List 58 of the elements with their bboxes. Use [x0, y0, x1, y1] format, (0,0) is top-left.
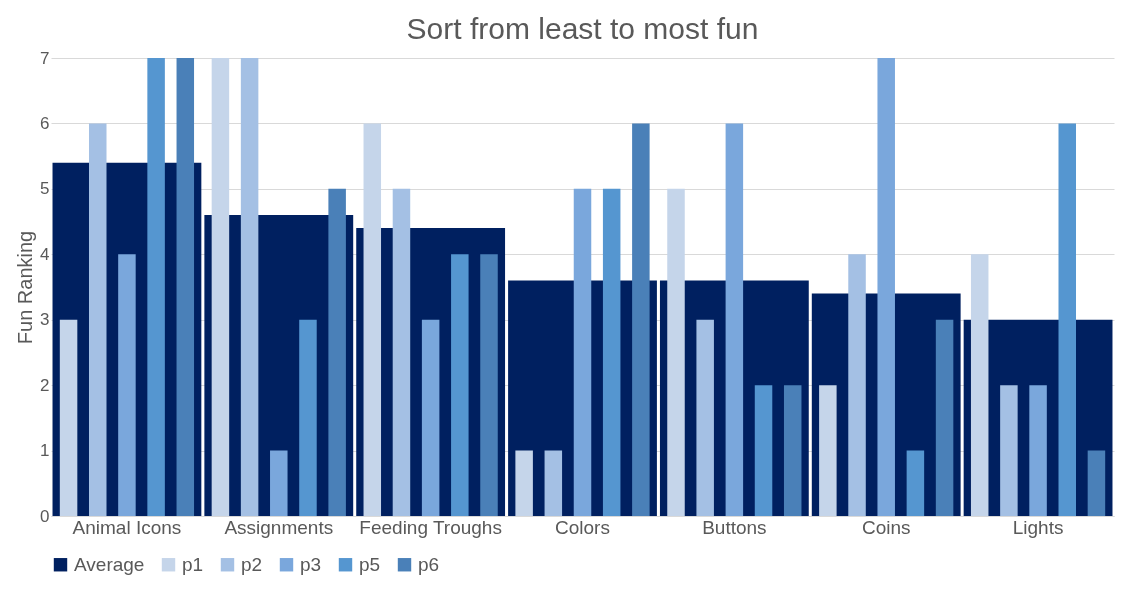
- bar: [970, 254, 989, 516]
- x-tick-label: Coins: [861, 516, 911, 538]
- bar: [328, 188, 346, 516]
- bar: [1058, 123, 1077, 516]
- x-tick-label: Assignments: [224, 516, 334, 538]
- bar: [240, 58, 259, 516]
- bar: [848, 254, 866, 516]
- bar: [1029, 385, 1047, 516]
- y-tick-label: 5: [40, 179, 50, 199]
- legend-label: p2: [241, 553, 263, 575]
- bar: [667, 188, 685, 516]
- bar: [906, 450, 925, 516]
- chart-title: Sort from least to most fun: [406, 12, 759, 45]
- bar: [602, 188, 621, 516]
- bar: [515, 450, 533, 516]
- bar: [544, 450, 563, 516]
- bar: [573, 188, 592, 516]
- y-tick-label: 2: [40, 375, 50, 395]
- legend-label: Average: [74, 553, 145, 575]
- bar: [392, 188, 411, 516]
- bar: [632, 123, 650, 516]
- y-tick-label: 6: [40, 113, 50, 133]
- y-tick-label: 1: [40, 441, 50, 461]
- bar: [1000, 385, 1018, 516]
- bar: [754, 385, 773, 516]
- bar: [147, 58, 165, 516]
- bar: [696, 319, 714, 516]
- bar: [176, 58, 195, 516]
- x-tick-label: Buttons: [702, 516, 767, 538]
- y-tick-label: 0: [40, 506, 50, 526]
- x-tick-label: Colors: [555, 516, 610, 538]
- legend-label: p5: [359, 553, 381, 575]
- bar: [725, 123, 744, 516]
- legend-label: p3: [300, 553, 322, 575]
- bar: [363, 123, 382, 516]
- y-axis-title: Fun Ranking: [14, 230, 37, 345]
- bar: [819, 385, 837, 516]
- bar: [783, 385, 802, 516]
- bar: [211, 58, 230, 516]
- bar: [877, 58, 895, 516]
- y-tick-label: 7: [40, 48, 50, 68]
- bar: [935, 319, 954, 516]
- bar: [421, 319, 440, 516]
- bar: [299, 319, 317, 516]
- bar: [480, 254, 498, 516]
- legend-label: p1: [182, 553, 204, 575]
- x-tick-label: Lights: [1012, 516, 1064, 538]
- x-tick-label: Animal Icons: [72, 516, 182, 538]
- y-tick-label: 3: [40, 310, 50, 330]
- bar: [451, 254, 469, 516]
- bar: [1087, 450, 1106, 516]
- y-tick-label: 4: [40, 244, 50, 264]
- x-tick-label: Feeding Troughs: [359, 516, 502, 538]
- bar: [270, 450, 288, 516]
- legend-label: p6: [418, 553, 440, 575]
- bar: [118, 254, 136, 516]
- bar: [59, 319, 78, 516]
- bar: [88, 123, 107, 516]
